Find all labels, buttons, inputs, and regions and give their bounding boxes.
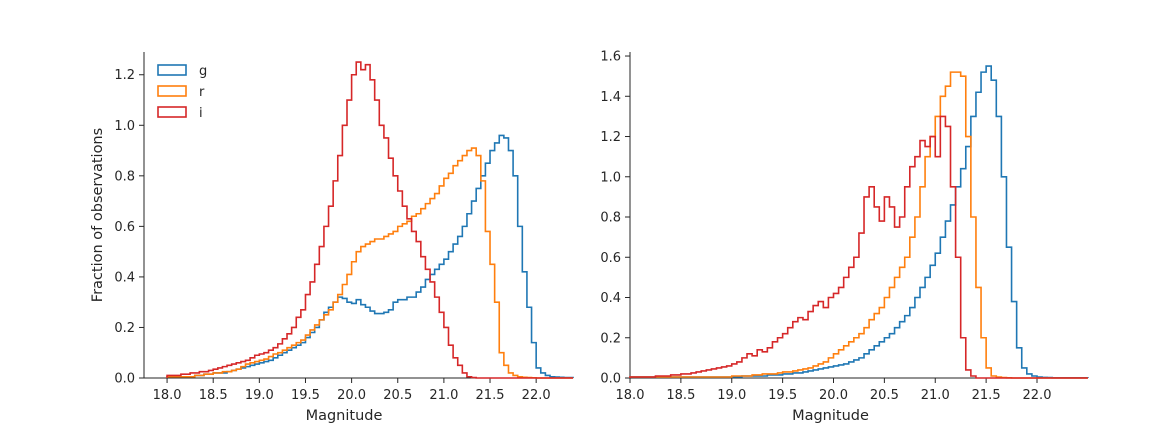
y-tick-label: 0.2 xyxy=(114,321,135,336)
x-tick-label: 20.0 xyxy=(819,388,848,403)
x-tick-label: 21.0 xyxy=(429,388,458,403)
x-tick-label: 20.5 xyxy=(870,388,899,403)
series-i-histogram xyxy=(166,61,574,379)
x-tick-label: 20.0 xyxy=(337,388,366,403)
right-histogram-panel: 18.0 18.5 19.0 19.5 20.0 20.5 21.0 21.5 22.0 0.0 0… xyxy=(600,50,1089,424)
y-tick-label: 0.6 xyxy=(600,251,621,266)
series-r-histogram xyxy=(629,71,1088,379)
y-tick-label: 0.2 xyxy=(600,331,621,346)
legend: gri xyxy=(157,64,207,121)
legend-label-i: i xyxy=(199,106,203,121)
y-tick-label: 0.0 xyxy=(114,372,135,387)
x-tick-label: 18.0 xyxy=(153,388,182,403)
x-tick-label: 18.5 xyxy=(199,388,228,403)
series-g-histogram xyxy=(166,134,574,379)
y-tick-label: 1.0 xyxy=(114,119,135,134)
y-tick-label: 0.8 xyxy=(114,169,135,184)
x-tick-label: 19.5 xyxy=(291,388,320,403)
x-tick-label: 18.0 xyxy=(616,388,645,403)
y-tick-label: 1.2 xyxy=(114,68,135,83)
y-tick-label: 0.4 xyxy=(114,270,135,285)
y-tick-label: 0.0 xyxy=(600,372,621,387)
x-tick-label: 22.0 xyxy=(522,388,551,403)
x-tick-label: 21.5 xyxy=(972,388,1001,403)
x-tick-label: 19.5 xyxy=(768,388,797,403)
y-tick-label: 1.4 xyxy=(600,90,621,105)
x-axis-label: Magnitude xyxy=(306,408,383,424)
y-tick-label: 0.6 xyxy=(114,220,135,235)
x-tick-label: 18.5 xyxy=(666,388,695,403)
series-g-histogram xyxy=(629,65,1089,379)
x-tick-label: 21.0 xyxy=(921,388,950,403)
y-tick-label: 1.6 xyxy=(600,50,621,65)
y-axis-label: Fraction of observations xyxy=(90,128,106,302)
y-tick-label: 0.4 xyxy=(600,291,621,306)
x-tick-label: 19.0 xyxy=(245,388,274,403)
y-tick-label: 1.2 xyxy=(600,130,621,145)
legend-swatch-r xyxy=(157,85,187,97)
y-tick-label: 0.8 xyxy=(600,211,621,226)
x-tick-label: 19.0 xyxy=(717,388,746,403)
series-i-histogram xyxy=(629,115,1088,379)
x-tick-label: 20.5 xyxy=(383,388,412,403)
x-tick-label: 21.5 xyxy=(476,388,505,403)
legend-label-g: g xyxy=(199,64,207,79)
y-tick-label: 1.0 xyxy=(600,170,621,185)
legend-swatch-g xyxy=(157,64,187,76)
x-axis-label: Magnitude xyxy=(792,408,869,424)
legend-swatch-i xyxy=(157,106,187,118)
x-tick-label: 22.0 xyxy=(1023,388,1052,403)
legend-label-r: r xyxy=(199,85,205,100)
left-histogram-panel: 18.0 18.5 19.0 19.5 20.0 20.5 21.0 21.5 22.0 0.0 0… xyxy=(90,52,574,424)
series-r-histogram xyxy=(166,147,574,379)
